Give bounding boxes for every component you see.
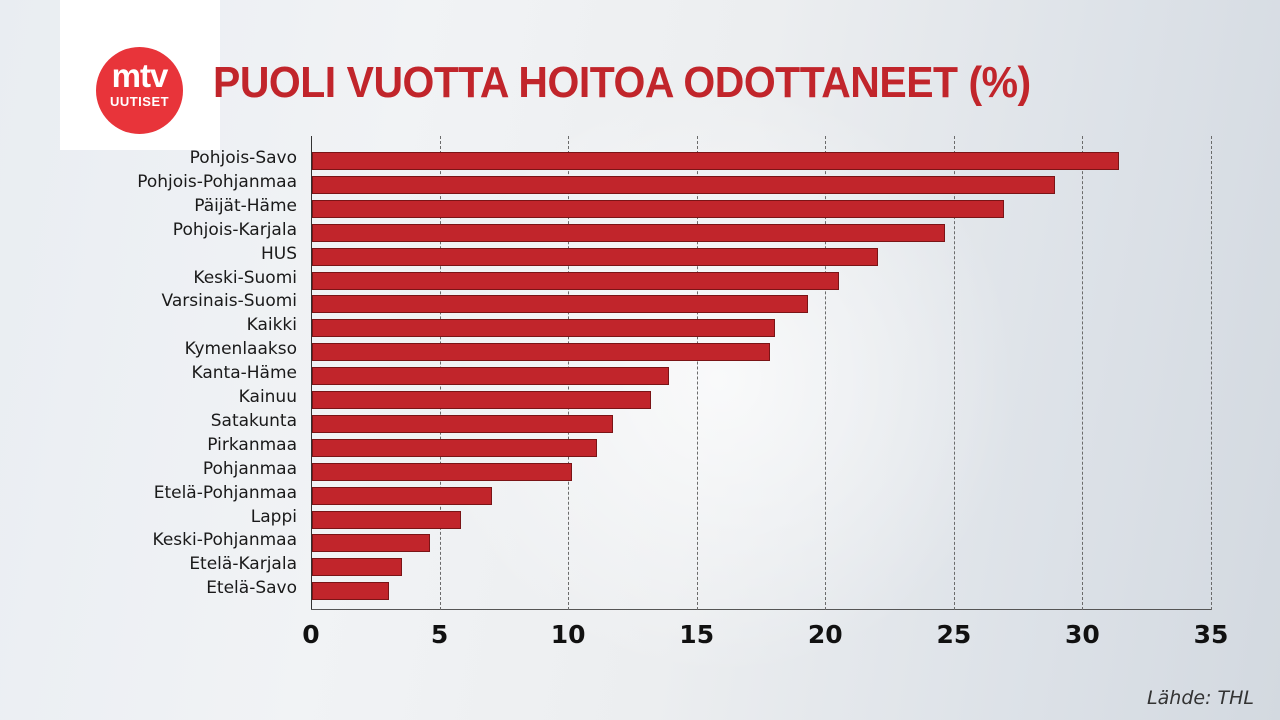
category-label: Satakunta xyxy=(210,410,297,431)
bar xyxy=(312,367,670,386)
gridline xyxy=(1082,136,1084,610)
chart-title: PUOLI VUOTTA HOITOA ODOTTANEET (%) xyxy=(213,58,1031,107)
x-tick-label: 35 xyxy=(1193,620,1229,649)
x-axis-line xyxy=(311,609,1211,610)
category-label: Pohjois-Savo xyxy=(189,148,297,168)
bar xyxy=(312,510,462,529)
category-label: Varsinais-Suomi xyxy=(161,291,297,312)
bar xyxy=(312,175,1056,194)
category-label: Pohjois-Pohjanmaa xyxy=(137,171,297,192)
category-label: Kanta-Häme xyxy=(191,363,297,384)
bar xyxy=(312,223,945,242)
bar xyxy=(312,271,840,290)
bar xyxy=(312,414,613,433)
source-note: Lähde: THL xyxy=(1147,687,1254,709)
bar xyxy=(312,319,775,338)
category-label: HUS xyxy=(260,243,297,264)
bar xyxy=(312,391,652,409)
logo-panel: mtv UUTISET xyxy=(60,0,220,150)
category-label: Kainuu xyxy=(238,387,297,407)
bar xyxy=(312,247,878,266)
mtv-uutiset-logo: mtv UUTISET xyxy=(96,47,183,134)
category-label: Keski-Suomi xyxy=(193,267,297,288)
bar xyxy=(312,343,770,362)
x-tick-label: 20 xyxy=(807,620,843,649)
y-axis-line xyxy=(311,136,312,610)
bar xyxy=(312,295,809,314)
category-label: Pohjanmaa xyxy=(202,458,297,479)
bar xyxy=(312,486,492,505)
category-label: Pohjois-Karjala xyxy=(172,219,297,240)
bar xyxy=(312,152,1120,170)
category-label: Etelä-Karjala xyxy=(189,554,297,575)
gridline xyxy=(1211,136,1212,610)
bar xyxy=(312,438,598,457)
category-label: Keski-Pohjanmaa xyxy=(152,530,297,551)
bar xyxy=(312,199,1004,218)
logo-uutiset-text: UUTISET xyxy=(109,94,170,109)
gridline xyxy=(825,136,827,610)
gridline xyxy=(696,136,698,610)
x-tick-label: 5 xyxy=(430,620,449,649)
category-label: Kaikki xyxy=(246,315,297,336)
gridline xyxy=(953,136,955,610)
x-tick-label: 30 xyxy=(1065,620,1100,649)
bar xyxy=(312,462,572,481)
plot-area xyxy=(311,136,1212,610)
category-label: Etelä-Pohjanmaa xyxy=(153,482,297,503)
x-tick-label: 25 xyxy=(936,620,972,649)
category-label: Kymenlaakso xyxy=(184,339,297,360)
category-label: Lappi xyxy=(250,506,297,527)
category-label: Etelä-Savo xyxy=(206,578,297,599)
logo-mtv-text: mtv xyxy=(111,57,169,94)
bar xyxy=(312,534,431,553)
category-label: Pirkanmaa xyxy=(207,434,297,455)
bar xyxy=(312,582,390,601)
category-label: Päijät-Häme xyxy=(194,195,297,216)
x-tick-label: 15 xyxy=(679,620,715,649)
x-tick-label: 0 xyxy=(302,620,320,649)
x-tick-label: 10 xyxy=(550,620,586,649)
bar xyxy=(312,558,402,577)
